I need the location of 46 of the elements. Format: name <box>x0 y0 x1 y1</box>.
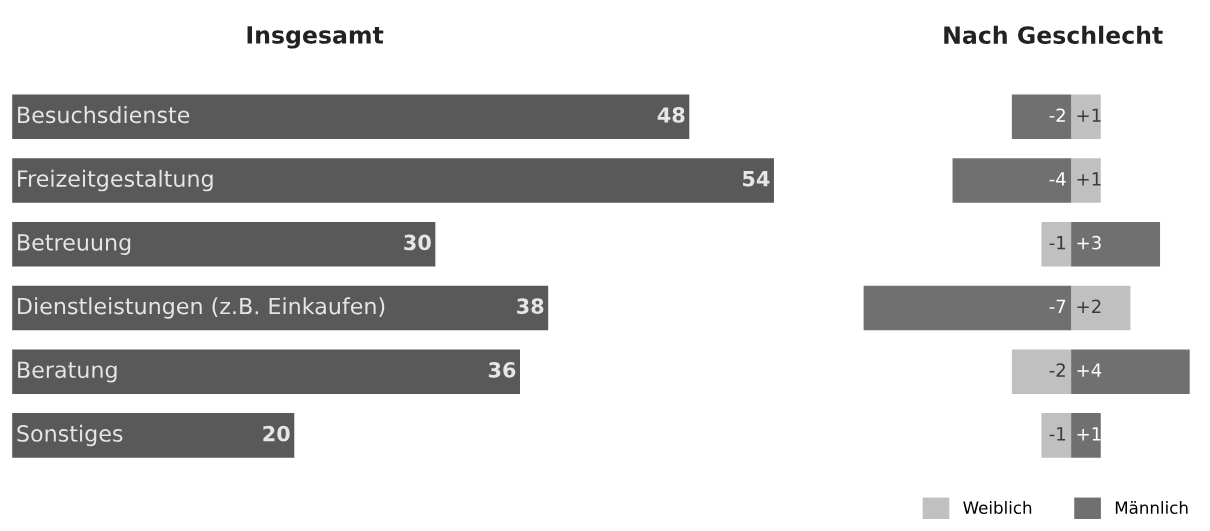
bar <box>1071 94 1101 140</box>
bar <box>12 94 690 140</box>
bar <box>12 158 774 203</box>
data-label: -1 <box>1049 427 1066 441</box>
bar <box>1041 221 1072 267</box>
bar <box>1041 413 1072 458</box>
data-label: 20 <box>263 425 290 442</box>
data-label: 30 <box>404 234 431 251</box>
y-tick-label: Besuchsdienste <box>18 106 190 124</box>
data-label: -4 <box>1049 172 1066 186</box>
data-label: +4 <box>1077 363 1102 377</box>
legend-label: Männlich <box>1115 501 1188 514</box>
y-tick-label: Betreuung <box>18 234 131 256</box>
data-label: -1 <box>1049 236 1066 250</box>
data-label: +1 <box>1077 108 1101 122</box>
bar <box>1071 285 1131 331</box>
data-label: 48 <box>657 107 685 123</box>
chart-title: Insgesamt <box>247 26 384 49</box>
data-label: -2 <box>1049 363 1065 377</box>
bar <box>863 285 1072 331</box>
bar <box>1071 221 1161 267</box>
bar <box>1011 94 1072 140</box>
bar <box>1071 158 1101 203</box>
data-label: +1 <box>1077 172 1101 186</box>
bar <box>12 413 295 458</box>
data-label: +3 <box>1077 235 1101 250</box>
bar <box>12 349 520 394</box>
data-label: 36 <box>488 361 516 378</box>
y-tick-label: Sonstiges <box>17 424 123 447</box>
chart-title: Nach Geschlecht <box>944 25 1163 45</box>
y-tick-label: Freizeitgestaltung <box>18 169 213 192</box>
data-label: 54 <box>743 171 770 187</box>
data-label: -7 <box>1049 299 1066 313</box>
data-label: +2 <box>1077 299 1101 313</box>
bar <box>1011 349 1072 394</box>
bar <box>12 221 436 267</box>
y-tick-label: Beratung <box>18 361 117 383</box>
y-tick-label: Dienstleistungen (z.B. Einkaufen) <box>18 297 385 319</box>
bar <box>952 158 1072 203</box>
bar <box>1071 349 1190 394</box>
data-label: -2 <box>1049 108 1065 122</box>
bar <box>12 285 549 331</box>
data-label: 38 <box>517 298 544 315</box>
data-label: +1 <box>1077 427 1101 441</box>
bar <box>1071 413 1101 458</box>
legend-label: Weiblich <box>963 501 1032 514</box>
